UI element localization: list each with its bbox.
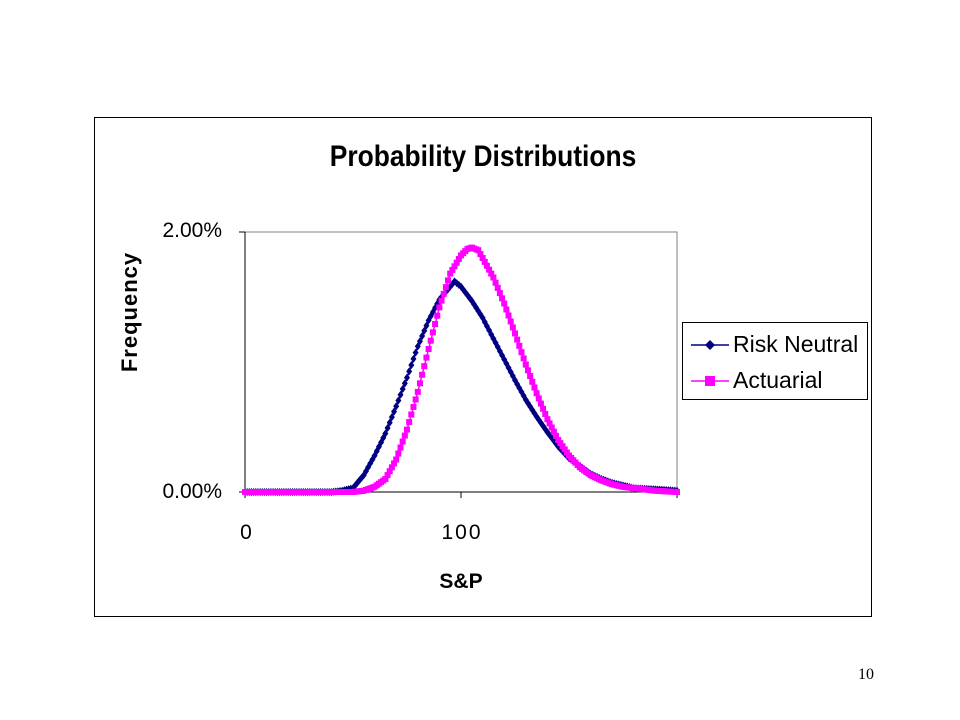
x-tick-100: 100 (441, 521, 483, 544)
legend-item-actuarial: Actuarial (691, 367, 822, 394)
series-actuarial (242, 244, 680, 495)
legend: Risk Neutral Actuarial (682, 322, 868, 400)
x-tick-zero: 0 (240, 521, 254, 544)
legend-label: Actuarial (733, 367, 823, 393)
diamond-marker-icon (691, 338, 729, 352)
chart-title: Probability Distributions (329, 140, 637, 173)
square-marker-icon (691, 374, 729, 388)
legend-item-risk-neutral: Risk Neutral (691, 331, 858, 358)
page-number: 10 (858, 666, 874, 683)
y-tick-max: 2.00% (162, 219, 222, 242)
y-tick-zero: 0.00% (162, 480, 222, 503)
legend-label: Risk Neutral (733, 331, 859, 357)
x-axis-title: S&P (439, 570, 483, 593)
